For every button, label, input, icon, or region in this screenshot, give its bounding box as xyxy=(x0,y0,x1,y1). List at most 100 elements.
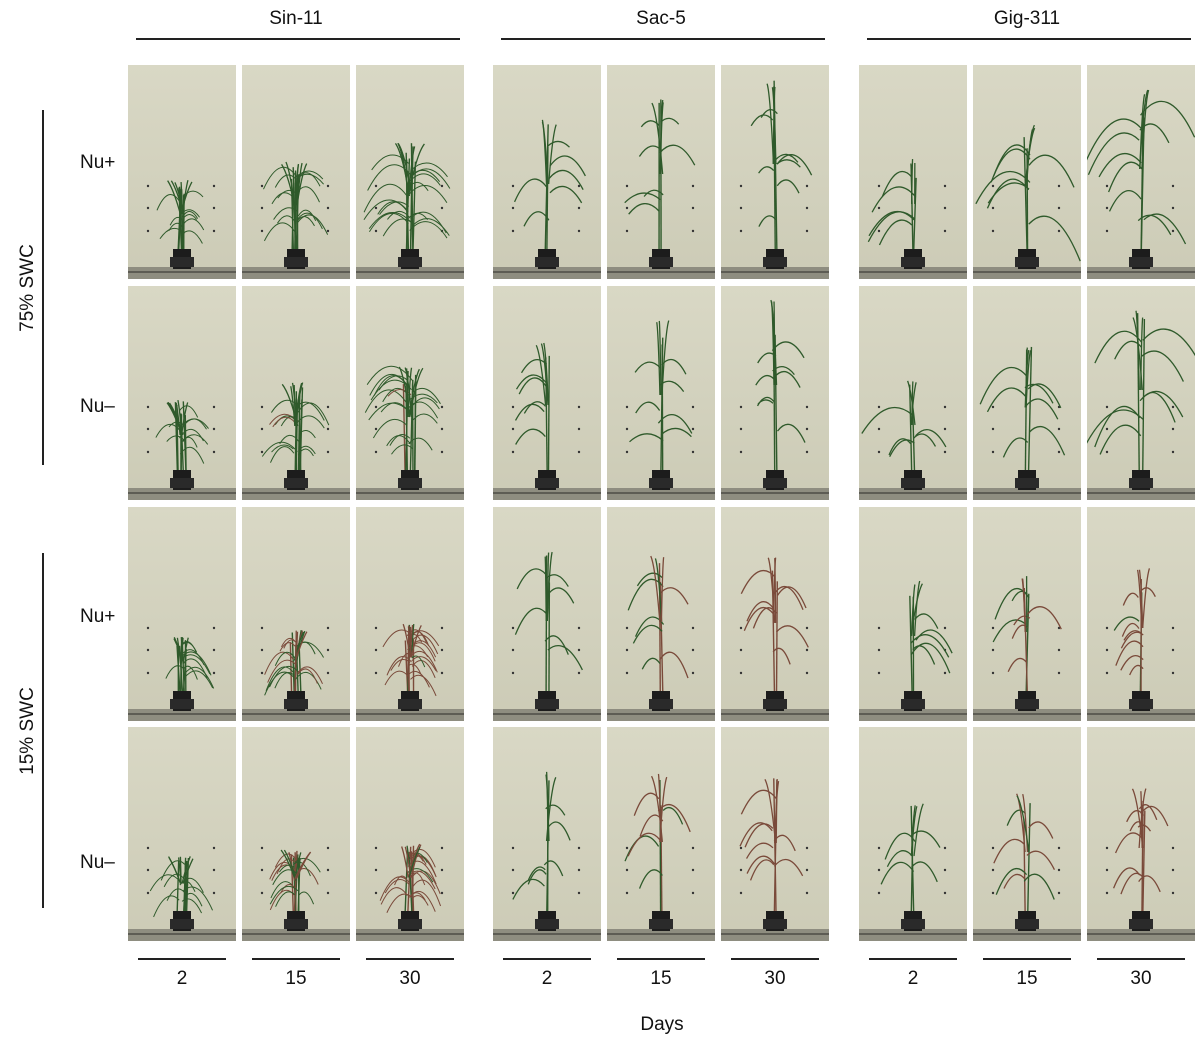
plant-leaf xyxy=(545,777,557,842)
calibration-dot xyxy=(440,626,444,630)
plant-leaf xyxy=(274,174,297,188)
plant-leaf xyxy=(627,578,664,611)
calibration-dot xyxy=(260,868,264,872)
plant-leaf xyxy=(181,856,191,884)
calibration-dot xyxy=(943,206,947,210)
plant-leaf xyxy=(1028,821,1054,839)
plant-leaf xyxy=(407,367,413,418)
plant-leaf xyxy=(263,166,299,190)
plant-leaf xyxy=(881,171,913,197)
calibration-dot xyxy=(440,450,444,454)
plant-leaf xyxy=(1003,873,1027,889)
nutrient-label: Nu+ xyxy=(80,152,116,173)
calibration-dot xyxy=(1057,450,1061,454)
nutrient-label: Nu– xyxy=(80,396,115,417)
plant-stem xyxy=(913,177,917,250)
calibration-dot xyxy=(326,846,330,850)
plant-leaf xyxy=(868,210,915,237)
calibration-dot xyxy=(511,229,515,233)
plant-leaf xyxy=(523,401,547,414)
calibration-dot xyxy=(943,450,947,454)
calibration-dot xyxy=(1171,405,1175,409)
plant-photo-panel xyxy=(128,507,236,721)
plant-photo-panel xyxy=(721,286,829,500)
calibration-dot xyxy=(625,405,629,409)
plant-leaf xyxy=(270,446,295,463)
calibration-dot xyxy=(212,206,216,210)
plant-leaf xyxy=(514,403,545,421)
calibration-dot xyxy=(511,450,515,454)
plant-photo-panel xyxy=(607,65,715,279)
plant-stem xyxy=(292,167,297,250)
calibration-dot xyxy=(1105,206,1109,210)
calibration-dot xyxy=(577,427,581,431)
calibration-dot xyxy=(805,206,809,210)
plant-leaf xyxy=(272,416,296,428)
plant-image xyxy=(128,400,236,500)
plant-leaf xyxy=(1139,390,1184,418)
plant-leaf xyxy=(549,155,586,177)
calibration-dot xyxy=(877,626,881,630)
plant-leaf xyxy=(660,427,692,438)
calibration-dot xyxy=(991,671,995,675)
plant-image xyxy=(973,124,1081,279)
plant-image xyxy=(1087,788,1195,941)
calibration-dot xyxy=(577,846,581,850)
plant-leaf xyxy=(296,216,315,227)
plant-leaf xyxy=(181,230,203,244)
plant-leaf xyxy=(410,844,422,878)
plant-leaf xyxy=(915,429,947,448)
day-underline xyxy=(731,958,819,960)
day-underline xyxy=(869,958,957,960)
plant-leaf xyxy=(661,320,670,396)
plant-leaf xyxy=(975,170,1031,205)
plant-leaf xyxy=(541,121,549,185)
plant-leaf xyxy=(386,656,412,676)
calibration-dot xyxy=(943,868,947,872)
calibration-dot xyxy=(511,184,515,188)
calibration-dot xyxy=(440,427,444,431)
plant-photo-panel xyxy=(1087,65,1195,279)
plant-stem xyxy=(185,858,190,912)
plant-leaf xyxy=(180,402,189,436)
plant-leaf xyxy=(1140,100,1195,138)
calibration-dot xyxy=(877,671,881,675)
calibration-dot xyxy=(374,229,378,233)
plant-leaf xyxy=(634,361,661,373)
plant-leaf xyxy=(380,402,408,413)
calibration-dot xyxy=(1057,648,1061,652)
plant-leaf xyxy=(993,838,1025,864)
plant-leaf xyxy=(391,444,414,455)
genotype-header: Sin-11 xyxy=(269,8,323,29)
plant-leaf xyxy=(368,212,412,229)
plant-leaf xyxy=(878,219,913,246)
plant-leaf xyxy=(407,143,425,197)
calibration-dot xyxy=(511,648,515,652)
calibration-dot xyxy=(991,868,995,872)
plant-leaf xyxy=(411,870,441,895)
plant-image xyxy=(356,843,464,941)
calibration-dot xyxy=(691,626,695,630)
plant-photo-panel xyxy=(607,507,715,721)
plant-leaf xyxy=(280,849,297,881)
calibration-dot xyxy=(326,184,330,188)
plant-leaf xyxy=(1129,821,1145,832)
plant-stem xyxy=(297,393,301,471)
plant-leaf xyxy=(166,888,185,901)
plant-stem xyxy=(1141,801,1144,912)
plant-leaf xyxy=(1028,426,1066,456)
plant-leaf xyxy=(274,651,296,667)
plant-leaf xyxy=(656,322,661,396)
plant-leaf xyxy=(910,642,951,674)
plant-leaf xyxy=(159,227,185,240)
calibration-dot xyxy=(625,648,629,652)
plant-leaf xyxy=(293,631,305,661)
x-axis-label: Days xyxy=(640,1014,684,1035)
calibration-dot xyxy=(625,626,629,630)
plant-leaf xyxy=(638,145,663,157)
plant-leaf xyxy=(294,164,299,206)
plant-leaf xyxy=(179,856,182,884)
plant-stem xyxy=(404,640,409,692)
plant-photo-panel xyxy=(721,727,829,941)
calibration-dot xyxy=(212,184,216,188)
